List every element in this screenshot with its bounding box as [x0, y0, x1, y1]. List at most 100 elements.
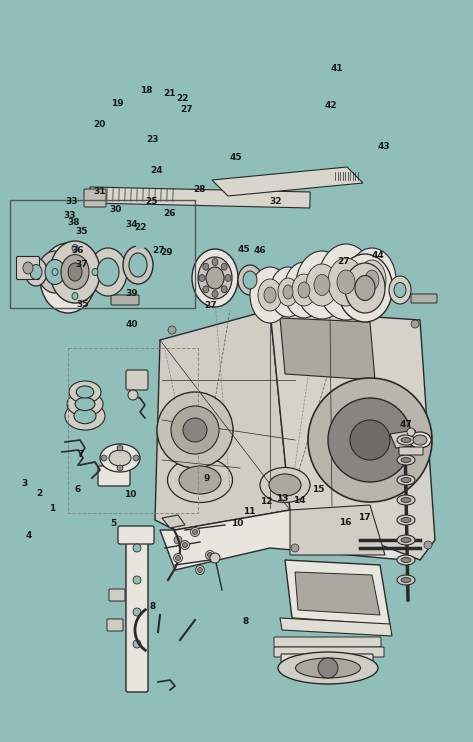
Text: 4: 4 — [25, 531, 32, 540]
Ellipse shape — [318, 244, 374, 320]
Circle shape — [133, 455, 139, 461]
Text: 11: 11 — [244, 508, 256, 516]
Ellipse shape — [338, 254, 393, 322]
Ellipse shape — [355, 275, 375, 301]
Ellipse shape — [278, 652, 378, 684]
Ellipse shape — [25, 258, 47, 286]
Circle shape — [195, 565, 204, 574]
Ellipse shape — [238, 265, 262, 295]
Circle shape — [117, 445, 123, 451]
Text: 13: 13 — [276, 494, 288, 503]
Ellipse shape — [306, 264, 338, 306]
Text: 35: 35 — [75, 227, 88, 236]
Ellipse shape — [67, 392, 103, 416]
Ellipse shape — [397, 515, 415, 525]
Polygon shape — [280, 618, 392, 636]
Ellipse shape — [72, 292, 78, 300]
Text: 28: 28 — [193, 185, 206, 194]
FancyBboxPatch shape — [399, 447, 423, 455]
Text: 23: 23 — [146, 135, 158, 144]
Polygon shape — [160, 510, 420, 570]
Polygon shape — [90, 187, 310, 208]
Text: 20: 20 — [93, 120, 105, 129]
Text: 30: 30 — [109, 205, 122, 214]
Ellipse shape — [278, 278, 298, 306]
Text: 22: 22 — [176, 94, 188, 103]
Text: 21: 21 — [163, 89, 175, 98]
Circle shape — [308, 378, 432, 502]
Text: 5: 5 — [110, 519, 117, 528]
Text: 24: 24 — [151, 166, 163, 175]
Ellipse shape — [397, 535, 415, 545]
Ellipse shape — [389, 276, 411, 304]
Text: 2: 2 — [36, 489, 43, 498]
Ellipse shape — [23, 262, 33, 274]
Polygon shape — [280, 318, 375, 380]
Circle shape — [181, 540, 190, 550]
FancyBboxPatch shape — [126, 370, 148, 390]
Bar — [10, 200, 195, 308]
Ellipse shape — [348, 248, 396, 312]
Circle shape — [328, 398, 412, 482]
Circle shape — [133, 640, 141, 648]
Circle shape — [291, 544, 299, 552]
Ellipse shape — [89, 248, 127, 296]
Ellipse shape — [258, 279, 282, 311]
Polygon shape — [162, 515, 185, 528]
Text: 19: 19 — [111, 99, 123, 108]
Ellipse shape — [409, 432, 431, 448]
Ellipse shape — [38, 251, 72, 293]
Text: 7: 7 — [77, 450, 84, 459]
Ellipse shape — [250, 267, 290, 323]
FancyBboxPatch shape — [111, 295, 139, 305]
FancyBboxPatch shape — [98, 466, 130, 486]
Ellipse shape — [394, 283, 406, 298]
Text: 40: 40 — [125, 321, 138, 329]
Ellipse shape — [328, 258, 364, 306]
Ellipse shape — [61, 255, 89, 289]
Ellipse shape — [192, 249, 238, 307]
FancyBboxPatch shape — [17, 257, 40, 280]
Text: 37: 37 — [75, 260, 88, 269]
Ellipse shape — [198, 257, 232, 299]
Ellipse shape — [221, 286, 227, 293]
Ellipse shape — [203, 263, 209, 270]
Text: 14: 14 — [293, 496, 305, 505]
Text: 16: 16 — [339, 518, 351, 527]
Circle shape — [193, 530, 198, 534]
Text: 27: 27 — [337, 257, 350, 266]
Ellipse shape — [358, 260, 386, 300]
Text: 45: 45 — [229, 153, 242, 162]
Circle shape — [174, 536, 182, 544]
Ellipse shape — [401, 458, 411, 462]
Polygon shape — [295, 572, 380, 615]
Ellipse shape — [68, 263, 82, 281]
Ellipse shape — [397, 455, 415, 465]
FancyBboxPatch shape — [411, 294, 437, 303]
Text: 6: 6 — [75, 485, 81, 494]
Ellipse shape — [397, 575, 415, 585]
Ellipse shape — [296, 658, 360, 678]
FancyBboxPatch shape — [118, 526, 154, 544]
Ellipse shape — [50, 241, 100, 303]
Text: 26: 26 — [163, 209, 175, 218]
FancyBboxPatch shape — [107, 619, 123, 631]
Ellipse shape — [337, 270, 355, 294]
Polygon shape — [155, 310, 290, 530]
Ellipse shape — [76, 386, 94, 398]
Text: 45: 45 — [238, 245, 250, 254]
Ellipse shape — [397, 435, 415, 445]
Ellipse shape — [401, 577, 411, 582]
Text: 35: 35 — [77, 300, 89, 309]
Circle shape — [133, 576, 141, 584]
Ellipse shape — [401, 478, 411, 482]
Polygon shape — [290, 505, 385, 555]
Ellipse shape — [225, 275, 231, 281]
Ellipse shape — [269, 474, 301, 496]
Ellipse shape — [109, 450, 131, 466]
Ellipse shape — [206, 267, 224, 289]
Text: 29: 29 — [160, 248, 173, 257]
Circle shape — [318, 658, 338, 678]
Ellipse shape — [199, 275, 205, 281]
Text: 41: 41 — [331, 64, 343, 73]
